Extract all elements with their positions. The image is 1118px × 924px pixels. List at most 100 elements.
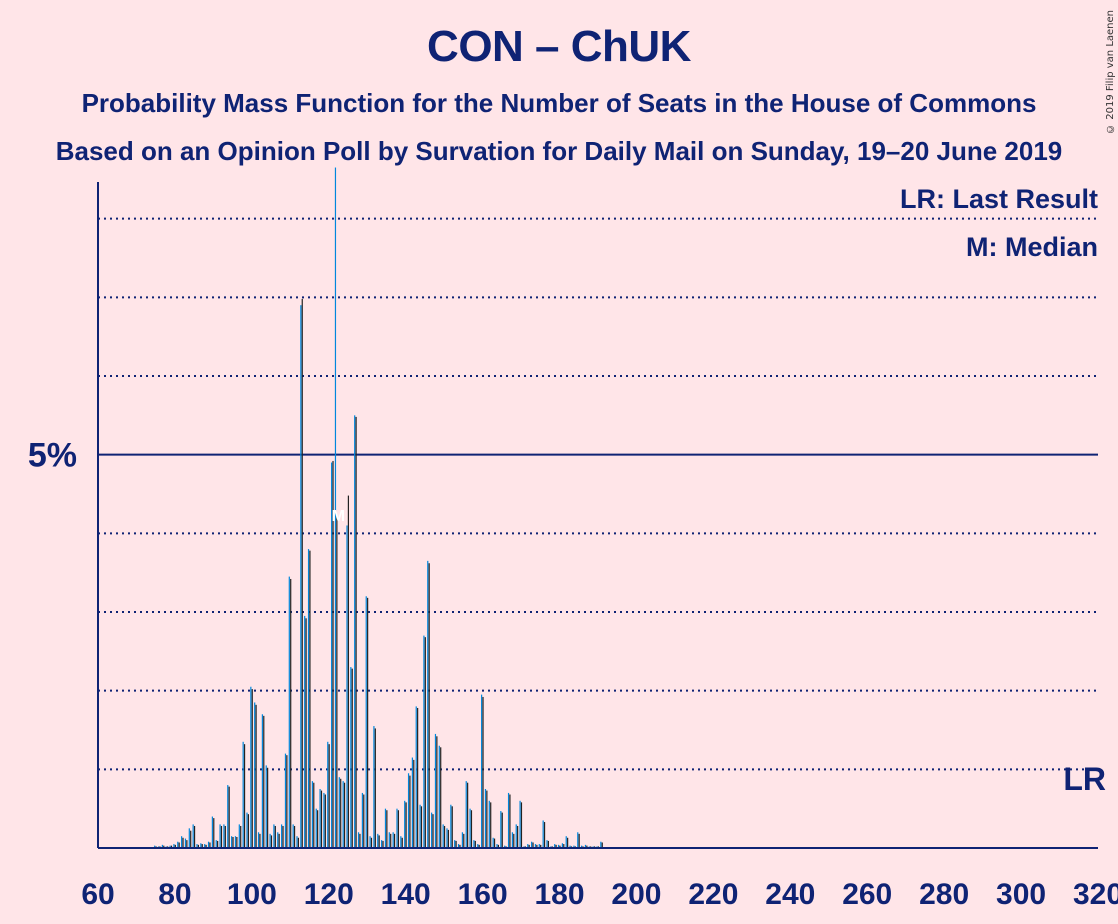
bar-chuk	[443, 825, 446, 848]
bar-con	[161, 844, 163, 848]
bar-con	[423, 635, 425, 848]
bar-con	[469, 808, 471, 848]
chart-subtitle: Probability Mass Function for the Number…	[81, 88, 1037, 118]
bar-con	[281, 824, 283, 848]
bar-chuk	[467, 782, 469, 848]
bar-con	[488, 800, 490, 848]
bar-con	[569, 845, 571, 848]
bar-con	[565, 836, 567, 848]
bar-chuk	[578, 833, 580, 848]
bar-chuk	[520, 802, 523, 848]
median-marker: M	[332, 508, 345, 525]
bar-con	[331, 462, 333, 848]
bar-chuk	[478, 844, 480, 848]
bar-con	[573, 845, 575, 848]
bar-chuk	[559, 845, 561, 848]
bar-chuk	[305, 618, 307, 848]
x-tick-label: 200	[611, 878, 661, 911]
bar-con	[296, 836, 298, 848]
bar-con	[388, 832, 390, 848]
bar-chuk	[228, 786, 230, 848]
bar-con	[450, 804, 452, 848]
bar-chuk	[332, 460, 334, 848]
bar-con	[461, 832, 463, 848]
bar-chuk	[317, 810, 319, 848]
bar-chuk	[190, 830, 192, 848]
x-tick-label: 280	[919, 878, 969, 911]
bar-con	[361, 792, 363, 848]
bar-chuk	[409, 775, 411, 848]
bar-chuk	[209, 842, 211, 848]
bar-con	[215, 840, 217, 848]
bar-chuk	[497, 844, 499, 848]
bar-chuk	[370, 837, 373, 848]
bar-con	[204, 844, 206, 848]
bar-con	[538, 844, 540, 848]
bar-con	[431, 812, 433, 848]
y-tick-label: 5%	[28, 437, 77, 475]
markers: M LR	[332, 508, 1106, 797]
bar-chuk	[513, 833, 515, 848]
bar-con	[438, 745, 440, 848]
axes: 5%	[28, 182, 1098, 849]
bar-chuk	[240, 825, 242, 848]
bar-chuk	[201, 844, 203, 848]
bar-con	[492, 837, 494, 848]
bar-chuk	[251, 689, 253, 848]
bar-con	[323, 792, 325, 848]
bar-chuk	[517, 825, 519, 848]
bar-con	[354, 415, 356, 848]
bar-chuk	[432, 814, 434, 848]
legend-last-result: LR: Last Result	[899, 184, 1098, 214]
bar-con	[377, 833, 379, 848]
bar-chuk	[459, 844, 461, 848]
x-tick-labels: 60 80 100 120 140 160 180 200 220 240 260 280 300 320	[81, 878, 1118, 911]
x-tick-label: 260	[842, 878, 892, 911]
bar-con	[404, 800, 406, 848]
chart-title: CON – ChUK	[427, 22, 691, 71]
bar-con	[546, 840, 548, 848]
bar-con	[496, 844, 498, 848]
bar-chuk	[290, 578, 292, 848]
bar-con	[315, 808, 317, 848]
bar-con	[173, 844, 175, 848]
bar-chuk	[324, 794, 326, 848]
bar-chuk	[405, 802, 407, 848]
bar-chuk	[374, 728, 376, 848]
x-tick-label: 160	[458, 878, 508, 911]
bar-con	[154, 845, 156, 848]
bar-chuk	[555, 844, 557, 848]
bar-chuk	[178, 842, 180, 848]
bar-chuk	[397, 810, 399, 848]
bar-con	[373, 726, 375, 848]
bar-chuk	[170, 845, 173, 848]
gridlines	[98, 217, 1098, 771]
bar-con	[454, 840, 456, 848]
bar-con	[231, 836, 233, 848]
bar-con	[400, 836, 402, 848]
bar-chuk	[386, 810, 388, 848]
bar-chuk	[501, 812, 503, 848]
bar-con	[411, 757, 413, 848]
bar-chuk	[470, 810, 473, 848]
bar-con	[442, 824, 444, 848]
bar-con	[365, 596, 367, 848]
bar-con	[273, 824, 275, 848]
bar-chuk	[601, 842, 603, 848]
x-tick-label: 80	[158, 878, 191, 911]
bar-chuk	[424, 637, 426, 848]
bar-chuk	[417, 707, 419, 848]
bar-con	[307, 549, 310, 848]
x-tick-label: 120	[304, 878, 354, 911]
bar-con	[554, 844, 556, 848]
bar-chuk	[532, 842, 534, 848]
bar-chuk	[282, 825, 284, 848]
bar-con	[327, 741, 329, 848]
bar-chuk	[440, 747, 442, 848]
bar-chuk	[547, 840, 549, 848]
bar-con	[477, 844, 479, 848]
bar-chuk	[174, 844, 176, 848]
bar-con	[181, 836, 183, 848]
x-tick-label: 240	[765, 878, 815, 911]
bar-chuk	[359, 833, 361, 848]
